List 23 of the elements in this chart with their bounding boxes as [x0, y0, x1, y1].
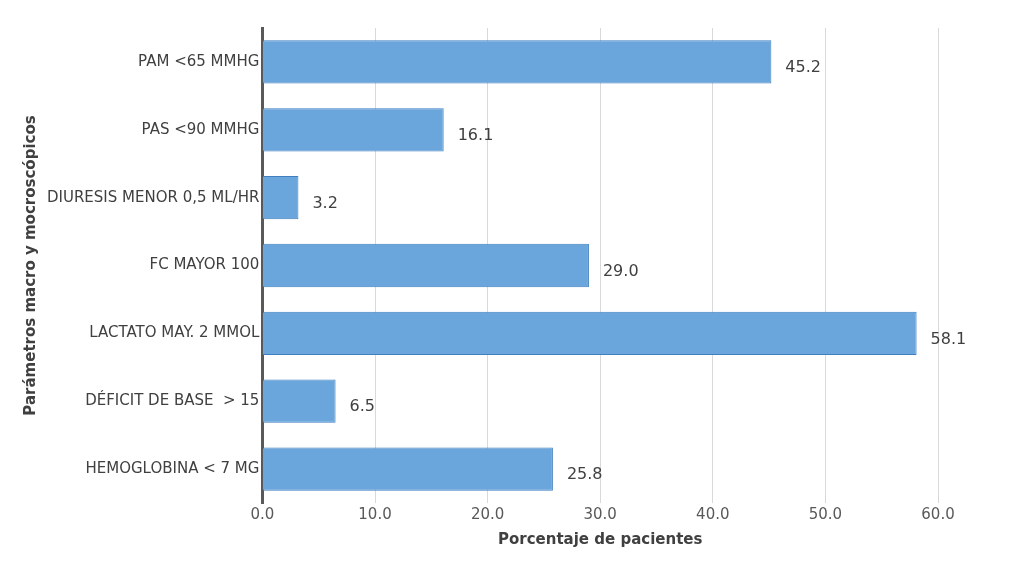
data-label: 6.5: [349, 396, 376, 416]
y-tick-label: PAS <90 MMHG: [141, 119, 260, 138]
y-tick-label: DÉFICIT DE BASE > 15: [85, 390, 260, 410]
x-tick-label: 10.0: [358, 504, 392, 523]
y-tick-label: LACTATO MAY. 2 MMOL: [89, 323, 261, 342]
data-label: 16.1: [457, 124, 494, 144]
x-tick-label: 30.0: [583, 504, 617, 523]
data-label: 3.2: [312, 192, 338, 212]
x-tick-label: 50.0: [808, 504, 843, 523]
data-label: 58.1: [930, 328, 967, 348]
x-tick-label: 20.0: [470, 504, 505, 523]
y-tick-label: DIURESIS MENOR 0,5 ML/HR: [47, 187, 260, 206]
y-tick-label: HEMOGLOBINA < 7 MG: [85, 458, 260, 477]
x-tick-label: 40.0: [696, 504, 730, 523]
x-axis-title: Porcentaje de pacientes: [497, 529, 703, 548]
data-label: 45.2: [785, 57, 821, 77]
y-tick-label: PAM <65 MMHG: [138, 51, 260, 70]
x-tick-label: 60.0: [921, 504, 955, 523]
y-axis-title: Parámetros macro y mocroscópicos: [20, 115, 39, 416]
data-label: 25.8: [566, 464, 603, 484]
data-label: 29.0: [602, 260, 639, 280]
y-tick-label: FC MAYOR 100: [149, 255, 260, 274]
x-tick-label: 0.0: [250, 504, 275, 523]
